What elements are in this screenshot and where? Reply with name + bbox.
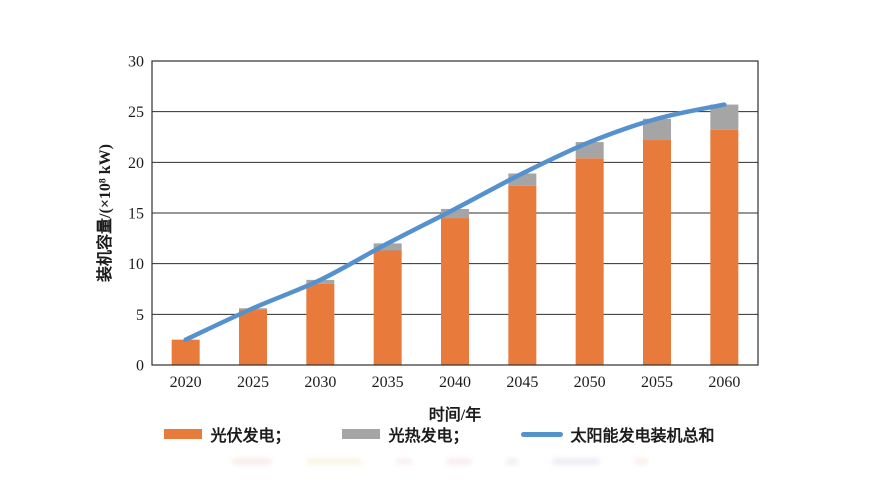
csp-bar [643, 118, 671, 141]
pv-bar [373, 250, 402, 365]
y-tick-label: 5 [136, 307, 144, 324]
legend-label-total: 太阳能发电装机总和 [570, 428, 715, 445]
pv-bar [710, 129, 739, 365]
y-tick-label: 30 [128, 54, 144, 71]
total-line [183, 102, 727, 342]
x-tick-label: 2040 [439, 374, 471, 391]
x-tick-label: 2025 [237, 374, 269, 391]
pv-bar [306, 283, 335, 365]
x-tick-label: 2035 [372, 374, 404, 391]
csp-bar [441, 208, 469, 219]
pv-bar [171, 339, 200, 365]
csp-bar [373, 243, 402, 251]
legend-label-csp: 光热发电； [388, 428, 469, 445]
x-tick-label: 2060 [708, 374, 740, 391]
pv-bar-swatch-icon [164, 429, 203, 439]
x-tick-label: 2030 [304, 374, 336, 391]
y-tick-label: 15 [128, 206, 144, 223]
y-tick-label: 20 [128, 155, 144, 172]
x-tick-label: 2045 [506, 374, 538, 391]
x-tick-label: 2055 [641, 374, 673, 391]
pv-bar [239, 309, 267, 365]
x-tick-label: 2020 [170, 374, 202, 391]
pv-bar [441, 218, 469, 365]
chart-legend: 光伏发电； 光热发电； 太阳能发电装机总和 [0, 423, 879, 445]
legend-item-csp: 光热发电； [342, 422, 469, 446]
csp-bar [710, 104, 739, 130]
y-tick-label: 25 [128, 104, 144, 121]
legend-item-pv: 光伏发电； [164, 422, 290, 446]
pv-bar [508, 185, 537, 365]
faded-caption-artifact [0, 458, 879, 472]
csp-bar-swatch-icon [342, 429, 381, 439]
y-axis-title: 装机容量/(×10⁸ kW) [97, 144, 114, 282]
x-tick-label: 2050 [574, 374, 606, 391]
pv-bar [643, 140, 671, 365]
total-line-swatch-icon [520, 431, 563, 437]
pv-bar [575, 158, 604, 365]
legend-label-pv: 光伏发电； [210, 428, 291, 445]
y-tick-label: 10 [128, 256, 144, 273]
legend-item-total: 太阳能发电装机总和 [520, 422, 715, 446]
y-tick-label: 0 [136, 358, 144, 375]
x-axis-title: 时间/年 [428, 407, 482, 424]
